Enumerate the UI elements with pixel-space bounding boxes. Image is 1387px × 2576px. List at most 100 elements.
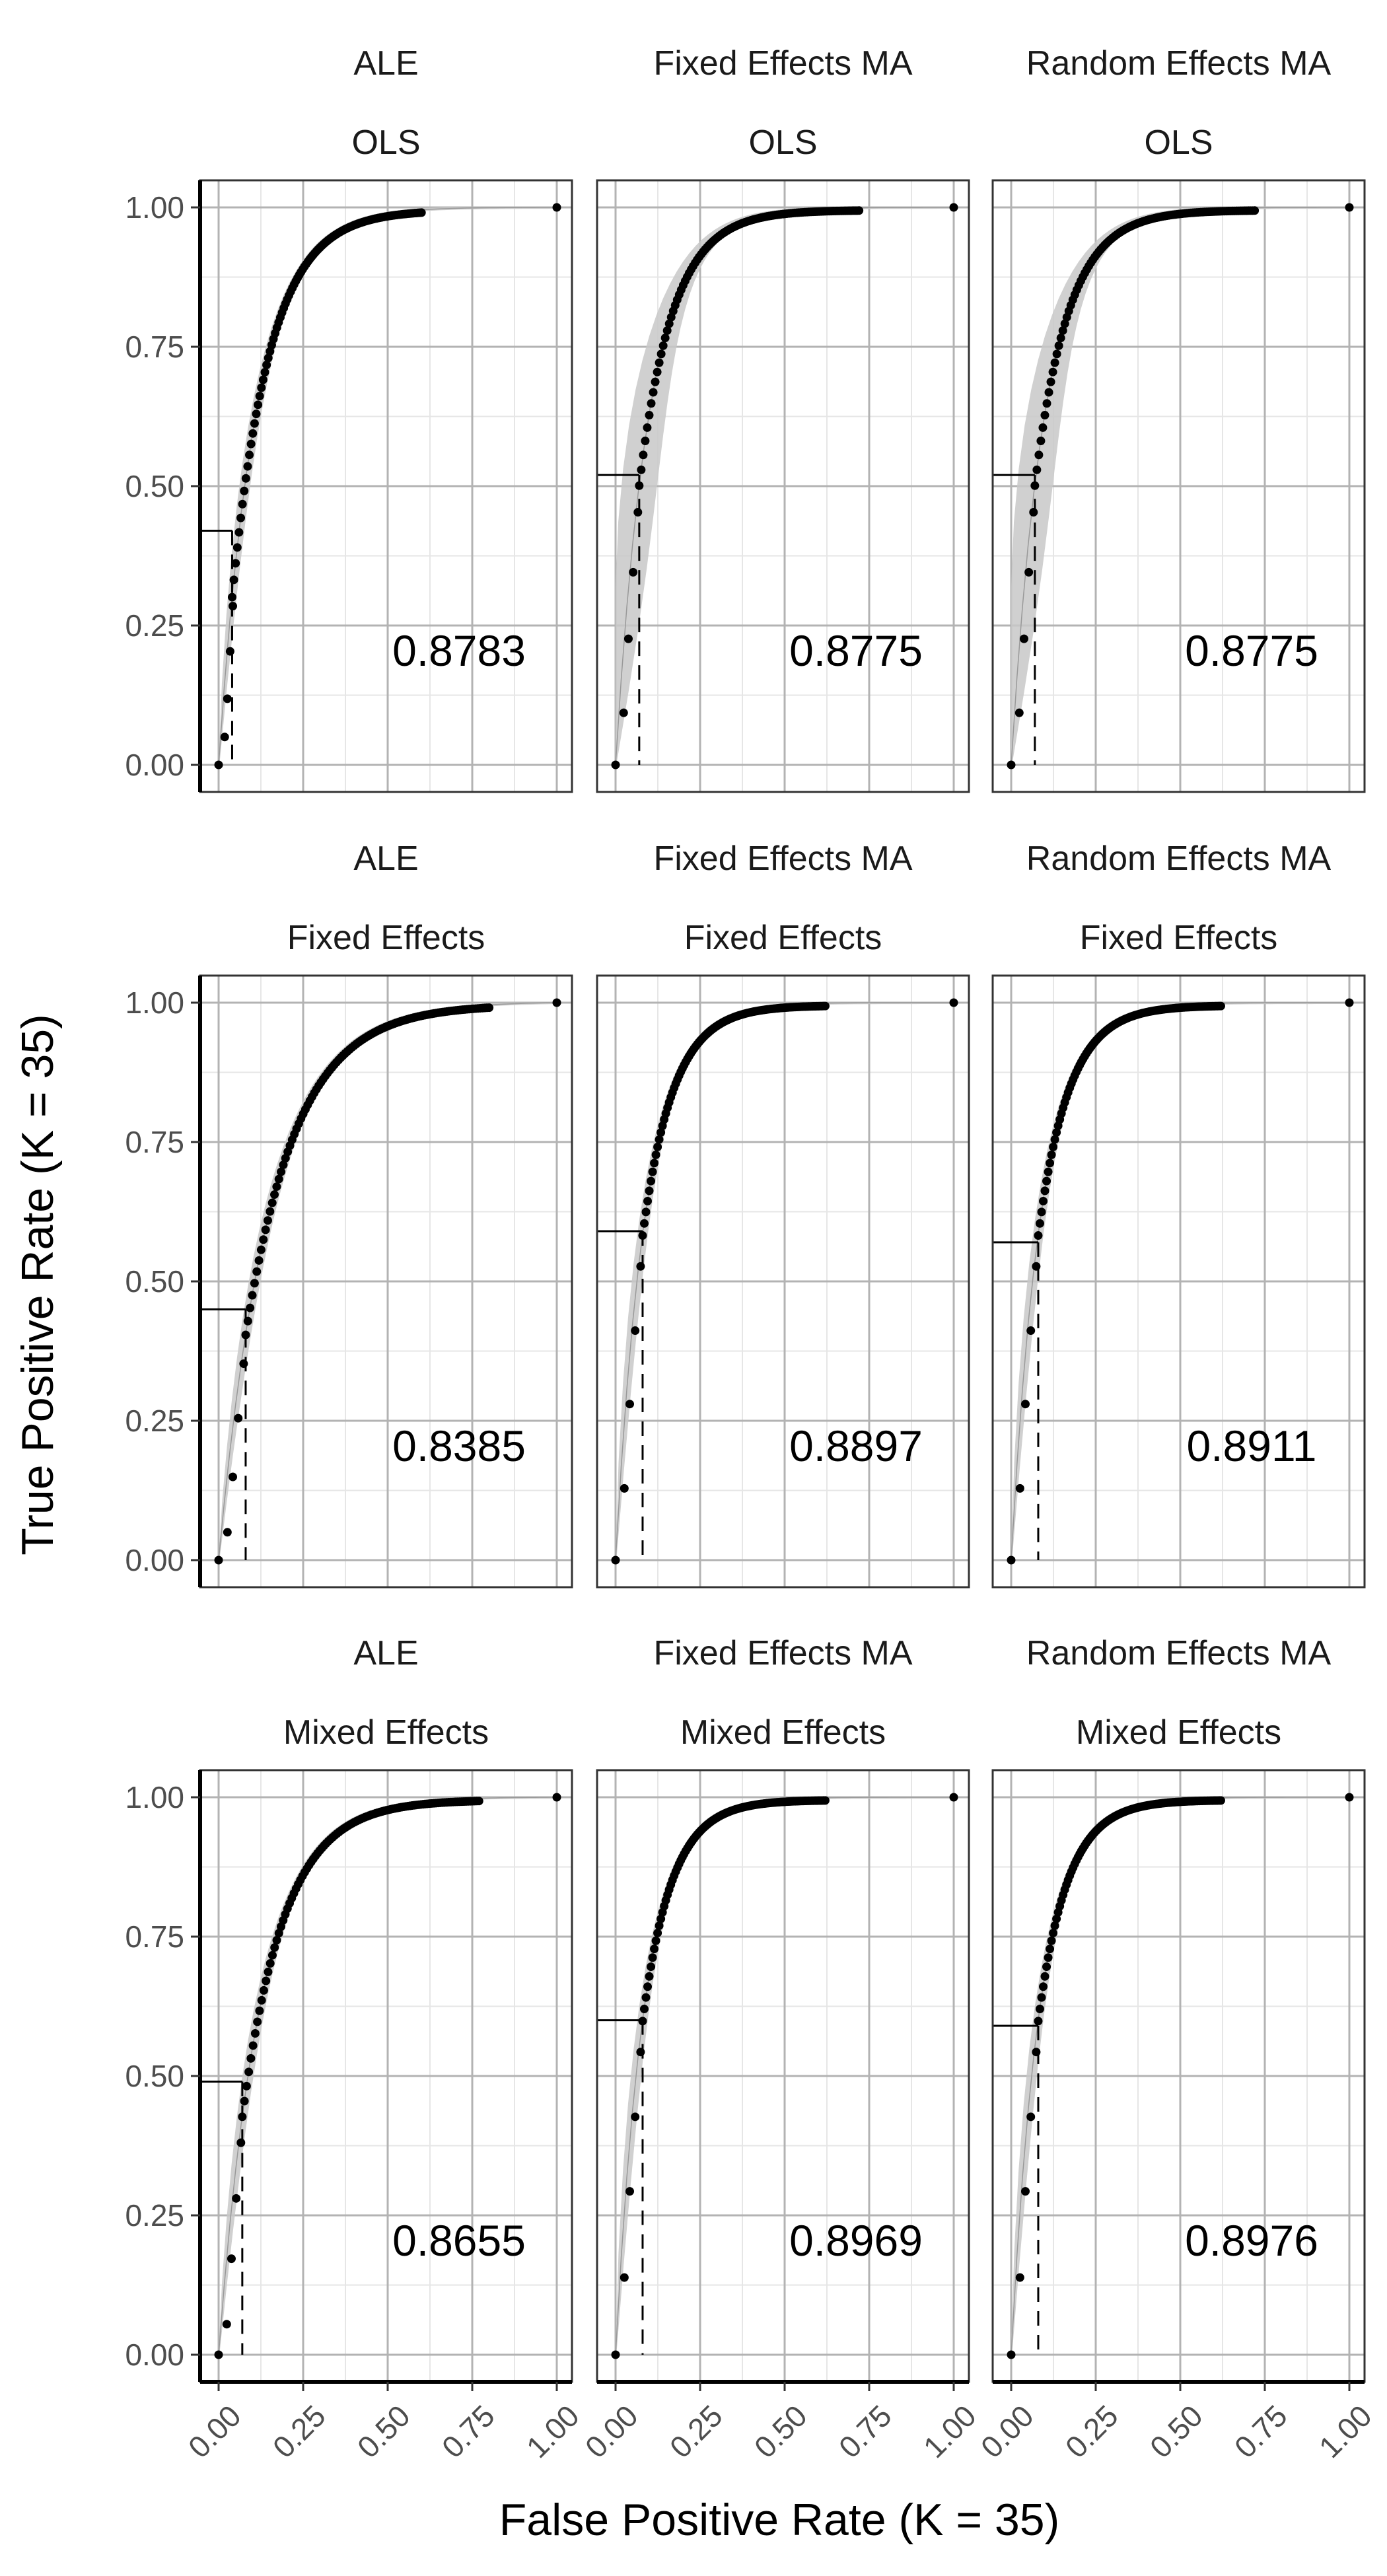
roc-point (1345, 1793, 1354, 1802)
roc-point (244, 2067, 254, 2077)
roc-point (643, 1982, 653, 1991)
roc-point (1019, 634, 1028, 643)
roc-point (649, 388, 658, 397)
roc-point (474, 1797, 483, 1806)
roc-point (631, 2112, 640, 2122)
roc-point (229, 602, 238, 611)
roc-point (246, 1303, 255, 1312)
roc-point (232, 543, 242, 552)
roc-point (1216, 1001, 1225, 1011)
roc-point (263, 1216, 272, 1225)
roc-point (234, 528, 244, 537)
roc-point (1345, 203, 1354, 212)
roc-point (636, 2048, 645, 2057)
roc-point (248, 1291, 257, 1300)
facet-panel: Fixed Effects MA Fixed Effects 0.8897 (596, 840, 970, 1589)
roc-point (949, 203, 958, 212)
x-tick-label: 1.00 (917, 2398, 983, 2464)
roc-point (1054, 341, 1063, 350)
roc-point (625, 1400, 635, 1409)
roc-point (229, 575, 238, 585)
facet-panel: ALE OLS 0.8783 0.00 0.25 0.50 0.75 1.00 (125, 44, 573, 793)
roc-point (1052, 349, 1061, 359)
roc-point (1047, 1150, 1056, 1159)
x-tick-label: 0.75 (1228, 2398, 1294, 2464)
roc-point (267, 1198, 277, 1207)
strip-method-label: Mixed Effects (283, 1713, 489, 1752)
roc-point (1060, 319, 1069, 328)
roc-point (1216, 1796, 1225, 1805)
strip-method-label: OLS (1144, 124, 1213, 162)
roc-point (241, 1330, 250, 1340)
roc-point (242, 2081, 251, 2091)
roc-point (653, 1142, 662, 1151)
roc-point (1034, 450, 1044, 460)
roc-point (631, 1326, 640, 1336)
strip-meta-label: Fixed Effects MA (653, 1634, 912, 1672)
roc-point (1044, 388, 1053, 397)
roc-point (660, 334, 670, 343)
roc-point (1029, 508, 1038, 517)
x-tick-label: 0.00 (974, 2398, 1040, 2464)
roc-point (662, 326, 672, 336)
roc-point (655, 358, 664, 367)
roc-point (629, 567, 638, 577)
roc-point (254, 400, 263, 410)
roc-point (261, 1225, 270, 1234)
roc-point (1044, 1167, 1053, 1176)
panel-border (596, 974, 970, 1589)
roc-point (657, 1128, 666, 1137)
roc-point (641, 1207, 651, 1217)
roc-point (214, 760, 223, 769)
panel-plot-area (200, 180, 572, 792)
panel-plot-area (993, 180, 1365, 792)
auc-label: 0.8655 (392, 2216, 526, 2265)
y-tick-label: 1.00 (125, 985, 184, 1020)
roc-point (645, 1186, 654, 1196)
roc-point (223, 694, 232, 703)
x-tick-label: 0.75 (832, 2398, 898, 2464)
roc-point (650, 1945, 659, 1954)
roc-point (266, 1207, 275, 1216)
roc-point (1034, 1231, 1043, 1240)
roc-point (236, 2138, 246, 2147)
panel-plot-area (993, 976, 1365, 1587)
roc-point (252, 1267, 262, 1276)
roc-point (252, 410, 261, 419)
strip-meta-label: Random Effects MA (1026, 840, 1332, 878)
roc-point (1026, 2112, 1036, 2122)
y-tick-label: 0.50 (125, 1264, 184, 1299)
facet-panel: Random Effects MA Fixed Effects 0.8911 (991, 840, 1366, 1589)
x-tick-label: 0.00 (182, 2398, 248, 2464)
roc-point (1058, 326, 1067, 336)
y-tick-label: 0.25 (125, 1404, 184, 1438)
roc-point (227, 2254, 236, 2264)
roc-point (658, 341, 668, 350)
roc-point (231, 559, 240, 568)
roc-point (647, 1962, 656, 1972)
roc-point (1024, 567, 1034, 577)
roc-point (1050, 358, 1059, 367)
roc-point (1014, 708, 1024, 717)
roc-point (1007, 760, 1016, 769)
roc-point (254, 1256, 264, 1265)
roc-point (257, 1995, 266, 2005)
roc-point (264, 1967, 273, 1976)
roc-point (238, 2112, 247, 2122)
roc-point (639, 1219, 649, 1228)
roc-point (1007, 2350, 1016, 2359)
roc-point (279, 1161, 288, 1170)
roc-point (657, 1914, 666, 1923)
roc-point (250, 2028, 260, 2038)
roc-point (243, 1316, 252, 1326)
roc-point (625, 2187, 635, 2196)
facet-panel: Random Effects MA OLS 0.8775 (991, 44, 1366, 793)
roc-point (855, 206, 864, 215)
roc-point (635, 481, 644, 490)
roc-point (639, 2005, 649, 2014)
roc-point (653, 367, 662, 376)
roc-point (264, 353, 273, 363)
x-tick-label: 0.25 (1059, 2398, 1125, 2464)
